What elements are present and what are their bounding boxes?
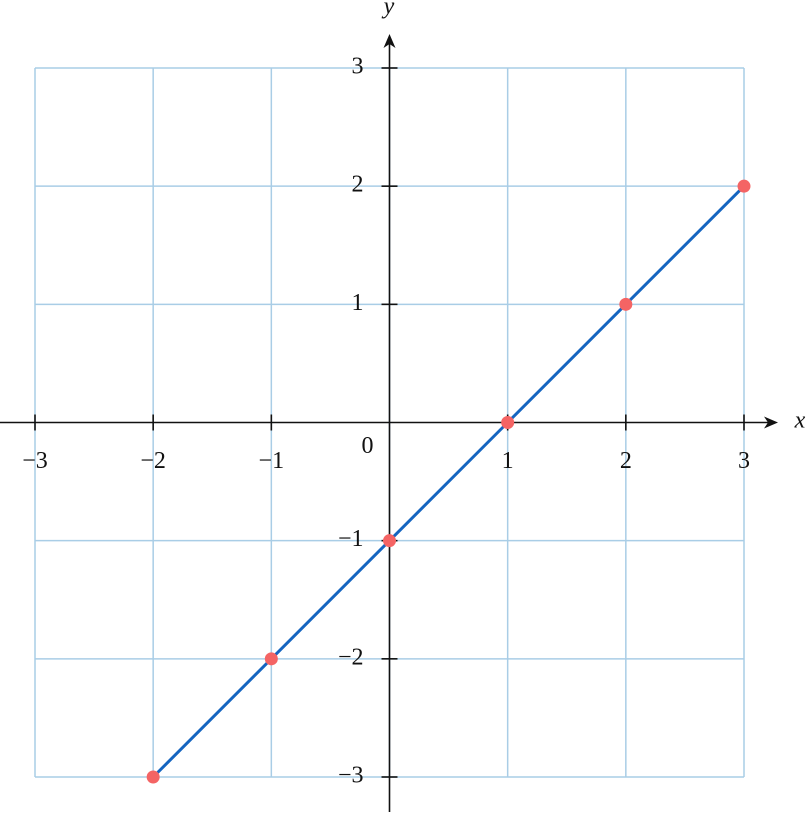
x-tick-label: 1 xyxy=(502,448,514,474)
point xyxy=(737,179,751,193)
point xyxy=(619,297,633,311)
point xyxy=(146,770,160,784)
y-axis-arrow xyxy=(383,34,396,48)
x-axis-label: x xyxy=(794,408,806,434)
x-tick-label: 2 xyxy=(620,448,632,474)
y-axis-label: y xyxy=(382,0,395,20)
y-tick-label: 1 xyxy=(352,290,364,316)
x-axis-arrow xyxy=(764,416,778,429)
point xyxy=(264,652,278,666)
y-tick-label: 3 xyxy=(352,54,364,80)
x-tick-label: −2 xyxy=(140,448,166,474)
point xyxy=(501,416,515,429)
line xyxy=(152,185,746,779)
y-tick-label: −2 xyxy=(338,644,364,670)
y-tick-label: 2 xyxy=(352,172,364,198)
point xyxy=(383,534,396,548)
x-tick-label: −1 xyxy=(259,448,285,474)
x-tick-label: 3 xyxy=(738,448,750,474)
y-tick-label: −1 xyxy=(338,526,364,552)
y-tick-label: −3 xyxy=(338,763,364,789)
x-tick-label: 0 xyxy=(362,433,374,459)
x-tick-label: −3 xyxy=(22,448,48,474)
